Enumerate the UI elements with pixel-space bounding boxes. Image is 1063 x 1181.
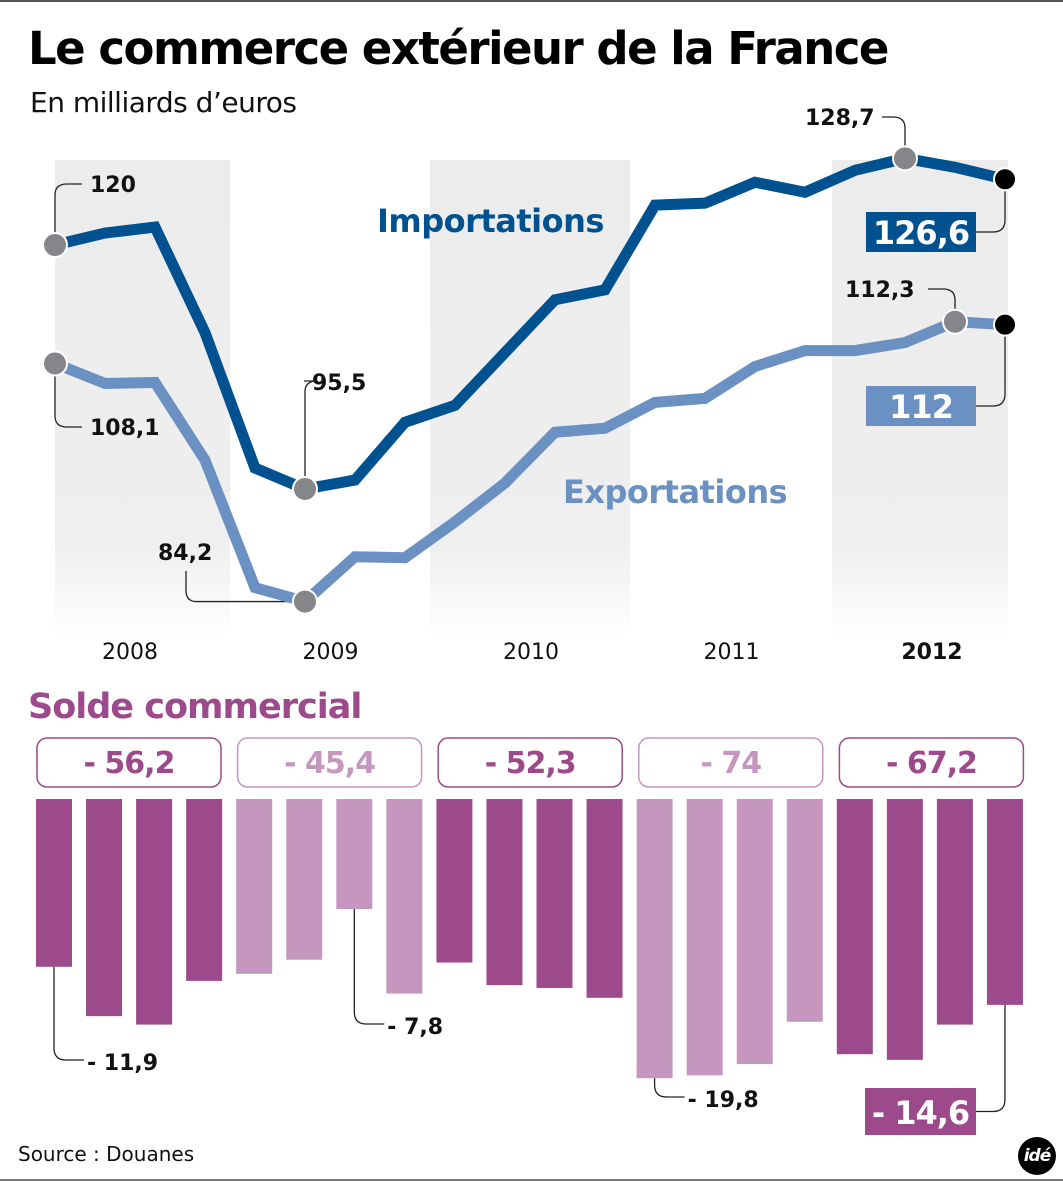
point-marker: [892, 145, 918, 172]
value-box-balance: [865, 1088, 976, 1135]
source-note: Source : Douanes: [18, 1142, 195, 1166]
leader-line: [185, 571, 293, 603]
bar-2010-T4: [586, 799, 623, 998]
leader-line: [53, 966, 84, 1061]
value-box-label: - 14,6: [872, 1094, 969, 1132]
leader-line: [882, 116, 906, 147]
year-label-2010: 2010: [503, 640, 559, 665]
line-importations: [53, 152, 1007, 495]
point-label: 120: [90, 173, 136, 198]
annual-total-2011: - 74: [700, 746, 761, 781]
point-marker: [942, 308, 968, 335]
point-label: 84,2: [158, 541, 212, 566]
point-marker: [292, 476, 318, 503]
line-series: [52, 152, 1007, 608]
annual-total-2008: - 56,2: [84, 746, 175, 781]
leader-line: [976, 1004, 1006, 1113]
value-box-exportations: [866, 386, 976, 426]
bar-2009-T1: [236, 799, 273, 974]
year-label-2012: 2012: [901, 640, 962, 665]
leader-line: [353, 908, 385, 1025]
bar-2011-T3: [736, 799, 773, 1065]
bar-2009-T2: [286, 799, 323, 960]
bar-2009-T3: [336, 799, 373, 909]
point-label: 128,7: [805, 106, 875, 131]
annual-total-box-2008: [36, 737, 222, 788]
chart-subtitle: En milliards d’euros: [30, 86, 297, 119]
point-marker: [42, 232, 68, 258]
last-point-marker: [993, 312, 1017, 337]
point-marker: [292, 588, 318, 615]
bar-label: - 11,9: [87, 1051, 158, 1076]
bar-2008-T4: [186, 799, 223, 981]
balance-title: Solde commercial: [28, 687, 361, 727]
point-label: 95,5: [312, 371, 366, 396]
bar-label: - 19,8: [688, 1088, 759, 1113]
series-label-exports: Exportations: [563, 473, 787, 511]
annual-total-box-2012: [838, 737, 1025, 788]
point-label: 108,1: [90, 416, 160, 441]
bar-2012-T4: [986, 799, 1023, 1005]
annual-total-box-2011: [638, 737, 824, 788]
series-labels: Importations Exportations: [377, 202, 788, 511]
annual-total-box-2009: [236, 737, 423, 788]
annual-total-2009: - 45,4: [284, 746, 375, 781]
annual-total-box-2010: [437, 737, 623, 788]
line-markers: [42, 145, 1017, 615]
line-exportations: [52, 316, 1006, 608]
leader-lines: [54, 116, 1006, 603]
leader-line: [976, 336, 1006, 407]
bar-2010-T1: [436, 799, 473, 963]
leader-line: [976, 191, 1006, 233]
leader-line: [54, 375, 82, 428]
year-label-2008: 2008: [102, 640, 158, 665]
balance-bars: [36, 799, 1023, 1079]
point-label: 112,3: [845, 278, 915, 303]
chart-title: Le commerce extérieur de la France: [28, 22, 889, 75]
publisher-logo: idé: [1018, 1137, 1056, 1175]
bar-2011-T1: [636, 799, 673, 1079]
year-label-2009: 2009: [303, 640, 359, 665]
annual-total-2010: - 52,3: [485, 746, 576, 781]
bar-2009-T4: [386, 799, 423, 994]
bar-label: - 7,8: [387, 1015, 443, 1040]
leader-line: [653, 1078, 685, 1098]
top-border: [0, 0, 1063, 2]
year-axis: 2008 2009 2010 2011 2012: [102, 640, 963, 665]
bar-2008-T1: [36, 799, 72, 967]
line-annotations: 120 95,5 128,7 126,6 108,1 84,2 112,3 112: [90, 106, 976, 566]
leader-line: [54, 183, 82, 233]
annual-totals: - 56,2 - 45,4 - 52,3 - 74 - 67,2: [36, 737, 1025, 788]
annual-total-2012: - 67,2: [886, 746, 977, 781]
bar-2010-T3: [536, 799, 573, 988]
bar-2011-T2: [686, 799, 723, 1076]
point-marker: [42, 350, 68, 377]
bar-2012-T1: [836, 799, 873, 1055]
bar-annotations: - 11,9 - 7,8 - 19,8 - 14,6: [53, 908, 1006, 1135]
leader-line: [928, 288, 956, 310]
bar-2011-T4: [786, 799, 823, 1022]
bottom-border: [0, 1179, 1063, 1181]
bar-2012-T3: [936, 799, 973, 1025]
value-box-label: 112: [889, 388, 953, 426]
series-label-imports: Importations: [377, 202, 604, 240]
year-label-2011: 2011: [704, 640, 760, 665]
bar-2008-T2: [86, 799, 123, 1017]
leader-line: [304, 380, 318, 478]
last-point-marker: [993, 167, 1017, 192]
value-box-label: 126,6: [873, 214, 969, 252]
value-box-importations: [866, 212, 976, 252]
bar-2012-T2: [886, 799, 923, 1060]
bar-2010-T2: [486, 799, 523, 986]
bar-2008-T3: [136, 799, 173, 1025]
